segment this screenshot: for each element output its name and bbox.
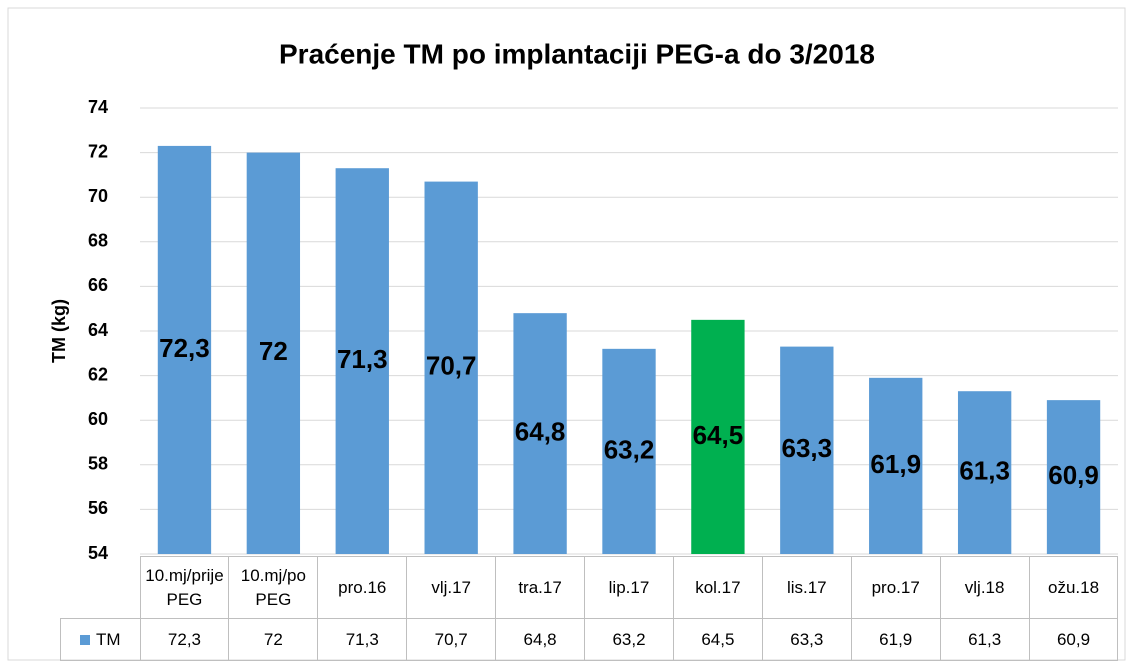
data-label: 63,3	[782, 433, 833, 463]
bar	[424, 181, 478, 554]
table-row: TM 72,3 72 71,3 70,7 64,8 63,2 64,5 63,3 61,9 61,3…	[60, 618, 1119, 661]
bar	[157, 145, 212, 554]
data-label: 72,3	[159, 333, 210, 363]
data-label: 61,9	[870, 449, 921, 479]
y-tick-label: 74	[88, 97, 108, 117]
bar	[513, 313, 567, 554]
value-cell: 72	[228, 618, 319, 661]
category-cell: vlj.18	[939, 556, 1030, 619]
table-row: 10.mj/prije PEG 10.mj/po PEG pro.16 vlj.17 t…	[60, 556, 1119, 619]
bar	[780, 346, 834, 554]
data-label: 71,3	[337, 344, 388, 374]
category-cell: lip.17	[584, 556, 674, 619]
y-tick-label: 64	[88, 320, 108, 340]
bar	[1046, 400, 1101, 554]
y-tick-label: 60	[88, 409, 108, 429]
legend-label: TM	[95, 629, 121, 649]
table-corner	[60, 556, 141, 619]
chart-title: Praćenje TM po implantaciji PEG-a do 3/2…	[279, 38, 875, 69]
y-tick-label: 72	[88, 141, 108, 161]
category-cell: pro.17	[850, 556, 941, 619]
legend-swatch	[79, 634, 90, 645]
category-cell: tra.17	[495, 556, 586, 619]
y-tick-label: 56	[88, 498, 108, 518]
bar	[335, 168, 389, 554]
bar	[957, 391, 1012, 554]
y-tick-label: 66	[88, 275, 108, 295]
data-label: 64,5	[693, 420, 744, 450]
category-cell: 10.mj/prije PEG	[139, 556, 230, 619]
data-table: 10.mj/prije PEG 10.mj/po PEG pro.16 vlj.17 t…	[60, 556, 1119, 661]
value-cell: 61,9	[850, 618, 941, 661]
y-axis-label: TM (kg)	[49, 299, 69, 363]
value-cell: 63,3	[761, 618, 852, 661]
category-cell: pro.16	[317, 556, 408, 619]
y-tick-label: 58	[88, 454, 108, 474]
legend-cell: TM	[60, 618, 141, 661]
y-tick-label: 62	[88, 364, 108, 384]
category-cell: vlj.17	[406, 556, 497, 619]
data-label: 72	[259, 336, 288, 366]
value-cell: 64,5	[672, 618, 763, 661]
bar	[602, 348, 656, 554]
data-label: 61,3	[959, 455, 1010, 485]
bar	[246, 152, 301, 554]
bar	[869, 377, 923, 554]
value-cell: 60,9	[1028, 618, 1119, 661]
y-tick-label: 70	[88, 186, 108, 206]
category-cell: 10.mj/po PEG	[228, 556, 319, 619]
value-cell: 63,2	[584, 618, 674, 661]
y-tick-label: 68	[88, 231, 108, 251]
category-cell: kol.17	[672, 556, 763, 619]
data-label: 63,2	[604, 434, 655, 464]
category-cell: lis.17	[761, 556, 852, 619]
category-cell: ožu.18	[1028, 556, 1119, 619]
value-cell: 61,3	[939, 618, 1030, 661]
value-cell: 70,7	[406, 618, 497, 661]
data-label: 60,9	[1048, 460, 1099, 490]
data-label: 70,7	[426, 351, 477, 381]
value-cell: 64,8	[495, 618, 586, 661]
value-cell: 71,3	[317, 618, 408, 661]
bar	[691, 319, 745, 554]
value-cell: 72,3	[139, 618, 230, 661]
data-label: 64,8	[515, 416, 566, 446]
